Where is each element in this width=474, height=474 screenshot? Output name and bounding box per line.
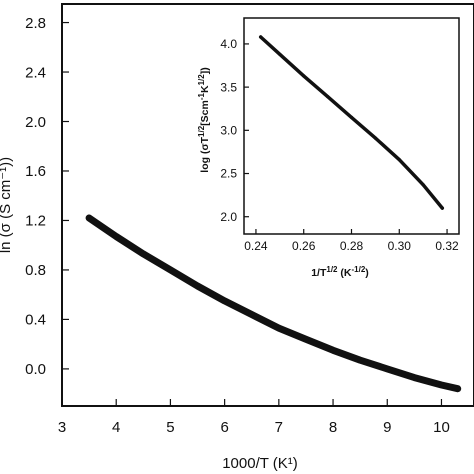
main-x-tick-label: 9 [383, 419, 391, 436]
main-x-tick-label: 5 [166, 419, 174, 436]
main-x-tick-label: 7 [275, 419, 283, 436]
inset-y-axis-title: log (σT1/2[Scm-1K1/2]) [197, 67, 211, 172]
inset-data-point [421, 183, 425, 187]
inset-y-tick-label: 2.0 [220, 210, 237, 224]
main-data-point [454, 385, 461, 392]
main-y-tick-label: 2.4 [25, 64, 46, 81]
main-data-point [248, 311, 255, 318]
main-y-tick-label: 0.8 [25, 262, 46, 279]
inset-x-tick-label: 0.24 [244, 239, 268, 253]
inset-x-tick-label: 0.26 [292, 239, 316, 253]
inset-data-point [397, 158, 401, 162]
main-y-tick-label: 1.6 [25, 163, 46, 180]
main-x-tick-label: 6 [220, 419, 228, 436]
main-data-point [194, 283, 201, 289]
main-y-tick-label: 0.4 [25, 312, 46, 329]
main-plot-frame [61, 3, 474, 407]
main-data-point [411, 374, 418, 381]
main-data-point [357, 357, 364, 364]
inset-data-point [326, 95, 330, 99]
main-x-tick-label: 8 [329, 419, 337, 436]
main-y-axis-title: ln (σ (S cm⁻¹)) [0, 157, 14, 253]
main-data-point [384, 365, 391, 372]
inset-plot: 1/T1/2 (K-1/2) log (σT1/2[Scm-1K1/2]) 0.… [195, 17, 460, 280]
main-y-tick-label: 2.8 [25, 15, 46, 32]
inset-x-tick-label: 0.28 [340, 239, 364, 253]
inset-data-point [278, 52, 282, 56]
main-data-point [275, 325, 282, 332]
main-data-point [302, 336, 309, 343]
main-x-tick-label: 4 [112, 419, 120, 436]
inset-y-tick-label: 3.5 [220, 80, 237, 94]
main-data-point [113, 233, 120, 240]
main-y-tick-label: 0.0 [25, 361, 46, 378]
inset-data-point [373, 136, 377, 140]
main-data-point [140, 250, 147, 257]
main-data-point [438, 382, 445, 388]
main-data-point [221, 297, 228, 304]
main-data-point [167, 266, 174, 273]
inset-data-point [440, 206, 444, 210]
inset-plot-background [195, 18, 459, 280]
main-data-point [330, 347, 337, 354]
inset-y-tick-label: 3.0 [220, 124, 237, 138]
inset-data-point [349, 115, 354, 119]
inset-x-tick-label: 0.30 [388, 239, 412, 253]
main-x-axis-title: 1000/T (K¹) [222, 455, 298, 472]
main-data-point [86, 215, 93, 221]
main-x-tick-label: 3 [58, 419, 66, 436]
main-y-tick-label: 2.0 [25, 114, 46, 131]
inset-data-point [302, 74, 306, 78]
inset-data-point [259, 35, 263, 39]
inset-y-tick-label: 4.0 [220, 37, 237, 51]
main-plot: 1000/T (K¹) ln (σ (S cm⁻¹)) 3 4 5 6 7 8 9 10 0.0… [0, 3, 474, 472]
inset-y-tick-label: 2.5 [220, 167, 237, 181]
main-y-tick-label: 1.2 [25, 213, 46, 230]
main-x-tick-label: 10 [433, 419, 450, 436]
inset-x-tick-label: 0.32 [435, 239, 459, 253]
